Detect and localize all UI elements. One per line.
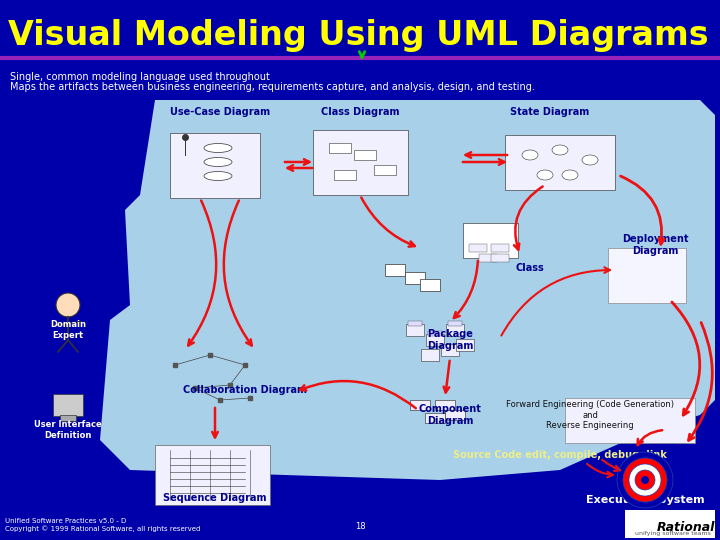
FancyBboxPatch shape <box>623 275 637 285</box>
Circle shape <box>56 293 80 317</box>
FancyBboxPatch shape <box>491 254 509 262</box>
Circle shape <box>617 452 673 508</box>
FancyBboxPatch shape <box>421 349 439 361</box>
Polygon shape <box>100 100 715 480</box>
FancyBboxPatch shape <box>53 394 83 416</box>
Circle shape <box>623 458 667 502</box>
FancyBboxPatch shape <box>448 321 462 326</box>
FancyBboxPatch shape <box>354 150 376 160</box>
Text: Collaboration Diagram: Collaboration Diagram <box>183 385 307 395</box>
FancyBboxPatch shape <box>420 279 440 291</box>
FancyBboxPatch shape <box>426 334 444 346</box>
Text: 18: 18 <box>355 522 365 531</box>
FancyBboxPatch shape <box>329 143 351 153</box>
Text: Maps the artifacts between business engineering, requirements capture, and analy: Maps the artifacts between business engi… <box>10 82 535 92</box>
Ellipse shape <box>552 145 568 155</box>
FancyBboxPatch shape <box>643 290 657 300</box>
FancyBboxPatch shape <box>155 445 270 505</box>
FancyBboxPatch shape <box>638 255 652 265</box>
FancyBboxPatch shape <box>445 410 465 420</box>
Text: Forward Engineering (Code Generation)
and
Reverse Engineering: Forward Engineering (Code Generation) an… <box>506 400 674 430</box>
FancyBboxPatch shape <box>408 321 422 326</box>
FancyBboxPatch shape <box>405 272 425 284</box>
FancyBboxPatch shape <box>658 265 672 275</box>
FancyBboxPatch shape <box>565 398 695 443</box>
Circle shape <box>641 476 649 484</box>
FancyBboxPatch shape <box>648 275 662 285</box>
Ellipse shape <box>522 150 538 160</box>
Ellipse shape <box>582 155 598 165</box>
Text: User Interface
Definition: User Interface Definition <box>34 420 102 440</box>
Text: Class Diagram: Class Diagram <box>320 107 400 117</box>
FancyBboxPatch shape <box>0 0 720 58</box>
FancyBboxPatch shape <box>435 400 455 410</box>
Text: State Diagram: State Diagram <box>510 107 590 117</box>
Text: Rational: Rational <box>657 521 716 534</box>
FancyBboxPatch shape <box>385 264 405 276</box>
Text: Unified Software Practices v5.0 - D: Unified Software Practices v5.0 - D <box>5 518 126 524</box>
FancyBboxPatch shape <box>479 254 497 262</box>
Ellipse shape <box>562 170 578 180</box>
Ellipse shape <box>537 170 553 180</box>
Ellipse shape <box>204 144 232 152</box>
FancyBboxPatch shape <box>406 324 424 336</box>
FancyBboxPatch shape <box>608 248 686 303</box>
Text: Sequence Diagram: Sequence Diagram <box>163 493 266 503</box>
FancyBboxPatch shape <box>625 510 715 538</box>
FancyBboxPatch shape <box>428 330 442 335</box>
FancyBboxPatch shape <box>462 222 518 258</box>
Text: Visual Modeling Using UML Diagrams: Visual Modeling Using UML Diagrams <box>8 18 708 51</box>
FancyBboxPatch shape <box>456 339 474 351</box>
Ellipse shape <box>204 172 232 180</box>
Text: Component
Diagram: Component Diagram <box>418 404 482 426</box>
FancyBboxPatch shape <box>60 415 76 421</box>
Text: Single, common modeling language used throughout: Single, common modeling language used th… <box>10 72 270 82</box>
FancyBboxPatch shape <box>491 244 509 252</box>
Text: Deployment
Diagram: Deployment Diagram <box>622 234 688 256</box>
Text: Package
Diagram: Package Diagram <box>427 329 473 351</box>
Text: Executable System: Executable System <box>585 495 704 505</box>
Text: Class: Class <box>516 263 544 273</box>
FancyBboxPatch shape <box>374 165 396 175</box>
FancyBboxPatch shape <box>505 134 615 190</box>
FancyBboxPatch shape <box>410 400 430 410</box>
FancyBboxPatch shape <box>425 413 445 423</box>
FancyBboxPatch shape <box>312 130 408 194</box>
Circle shape <box>629 464 661 496</box>
FancyBboxPatch shape <box>441 344 459 356</box>
FancyBboxPatch shape <box>623 290 637 300</box>
FancyBboxPatch shape <box>170 132 260 198</box>
FancyBboxPatch shape <box>618 260 632 270</box>
Circle shape <box>635 470 655 490</box>
Ellipse shape <box>204 158 232 166</box>
FancyBboxPatch shape <box>334 170 356 180</box>
FancyBboxPatch shape <box>663 280 677 290</box>
Text: unifying software teams: unifying software teams <box>635 531 711 536</box>
Text: Copyright © 1999 Rational Software, all rights reserved: Copyright © 1999 Rational Software, all … <box>5 525 200 532</box>
Text: Use-Case Diagram: Use-Case Diagram <box>170 107 270 117</box>
FancyBboxPatch shape <box>469 244 487 252</box>
FancyBboxPatch shape <box>663 290 677 300</box>
Text: Source Code edit, compile, debug, link: Source Code edit, compile, debug, link <box>453 450 667 460</box>
Text: Domain
Expert: Domain Expert <box>50 320 86 340</box>
FancyBboxPatch shape <box>446 324 464 336</box>
